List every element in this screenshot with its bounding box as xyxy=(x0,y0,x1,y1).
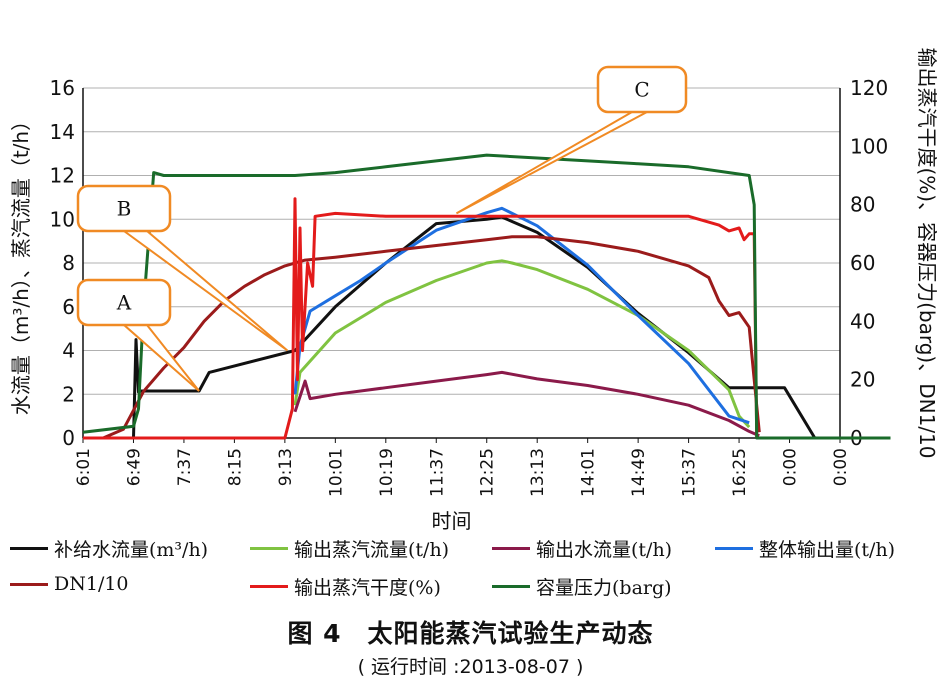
callout-label: B xyxy=(117,197,132,221)
y-right-tick-label: 60 xyxy=(850,251,875,275)
legend-label: 输出蒸汽流量(t/h) xyxy=(294,539,450,561)
legend-label: 补给水流量(m³/h) xyxy=(54,539,209,561)
series-line-3 xyxy=(293,206,750,425)
x-tick-label: 14:01 xyxy=(579,448,599,497)
x-tick-label: 10:01 xyxy=(326,448,346,497)
legend-swatch xyxy=(10,547,48,550)
y-left-tick-label: 0 xyxy=(62,426,75,450)
legend-item-dn: DN1/10 xyxy=(10,573,129,595)
y-left-tick-label: 14 xyxy=(50,120,75,144)
chart-legend: 补给水流量(m³/h) 输出蒸汽流量(t/h) 输出水流量(t/h) 整体输出量… xyxy=(10,535,935,605)
x-tick-label: 15:37 xyxy=(680,448,700,497)
legend-item-makeup-water: 补给水流量(m³/h) xyxy=(10,535,208,562)
legend-swatch xyxy=(250,547,288,550)
x-tick-label: 11:37 xyxy=(427,448,447,497)
y-left-tick-label: 4 xyxy=(62,339,75,363)
x-tick-label: 9:13 xyxy=(276,448,296,486)
x-tick-label: 6:01 xyxy=(74,448,94,486)
x-axis-label: 时间 xyxy=(432,509,472,533)
x-tick-label: 8:15 xyxy=(225,448,245,486)
x-tick-label: 16:25 xyxy=(730,448,750,497)
y-axis-left-label: 水流量（m³/h）、蒸汽流量（t/h） xyxy=(9,111,33,415)
callout-label: C xyxy=(634,78,649,102)
legend-swatch xyxy=(10,582,48,586)
series-line-5 xyxy=(83,197,759,440)
legend-swatch xyxy=(492,547,530,550)
y-left-tick-label: 10 xyxy=(50,207,75,231)
legend-swatch xyxy=(715,547,753,550)
y-axis-right-label: 输出蒸汽干度(%)、容器压力(barg)、DN1/10 xyxy=(915,47,939,458)
x-tick-label: 7:37 xyxy=(175,448,195,486)
x-tick-label: 0:00 xyxy=(831,448,851,486)
legend-label: 输出蒸汽干度(%) xyxy=(294,577,441,599)
x-tick-label: 0:00 xyxy=(781,448,801,486)
y-left-tick-label: 8 xyxy=(62,251,75,275)
series-line-2 xyxy=(293,370,760,438)
series-line-1 xyxy=(293,259,751,429)
callout-box xyxy=(76,184,172,233)
x-tick-label: 12:25 xyxy=(478,448,498,497)
legend-item-steam-quality: 输出蒸汽干度(%) xyxy=(250,573,441,600)
y-right-tick-label: 40 xyxy=(850,309,875,333)
x-tick-label: 13:13 xyxy=(528,448,548,497)
legend-label: 整体输出量(t/h) xyxy=(759,539,896,561)
x-tick-label: 10:19 xyxy=(377,448,397,497)
legend-label: 输出水流量(t/h) xyxy=(536,539,673,561)
series-line-0 xyxy=(83,215,817,440)
x-tick-label: 6:49 xyxy=(124,448,144,486)
legend-label: 容量压力(barg) xyxy=(536,577,672,599)
y-left-tick-label: 6 xyxy=(62,295,75,319)
callout-label: A xyxy=(116,291,132,315)
figure-caption-subtitle: ( 运行时间 :2013-08-07 ) xyxy=(357,656,584,678)
legend-item-total-output: 整体输出量(t/h) xyxy=(715,535,895,562)
legend-item-water-flow: 输出水流量(t/h) xyxy=(492,535,672,562)
x-tick-label: 14:49 xyxy=(629,448,649,497)
legend-item-pressure: 容量压力(barg) xyxy=(492,573,672,600)
legend-label: DN1/10 xyxy=(54,573,129,595)
legend-swatch xyxy=(250,585,288,588)
callout-box xyxy=(76,278,172,327)
y-right-tick-label: 120 xyxy=(850,76,888,100)
y-right-tick-label: 80 xyxy=(850,193,875,217)
figure-caption-title: 图 4 太阳能蒸汽试验生产动态 xyxy=(287,619,654,648)
legend-swatch xyxy=(492,585,530,588)
y-right-tick-label: 100 xyxy=(850,134,888,158)
y-left-tick-label: 2 xyxy=(62,382,75,406)
y-left-tick-label: 12 xyxy=(50,164,75,188)
y-right-tick-label: 20 xyxy=(850,368,875,392)
callout-box xyxy=(596,65,688,114)
legend-item-steam-flow: 输出蒸汽流量(t/h) xyxy=(250,535,449,562)
y-left-tick-label: 16 xyxy=(50,76,75,100)
